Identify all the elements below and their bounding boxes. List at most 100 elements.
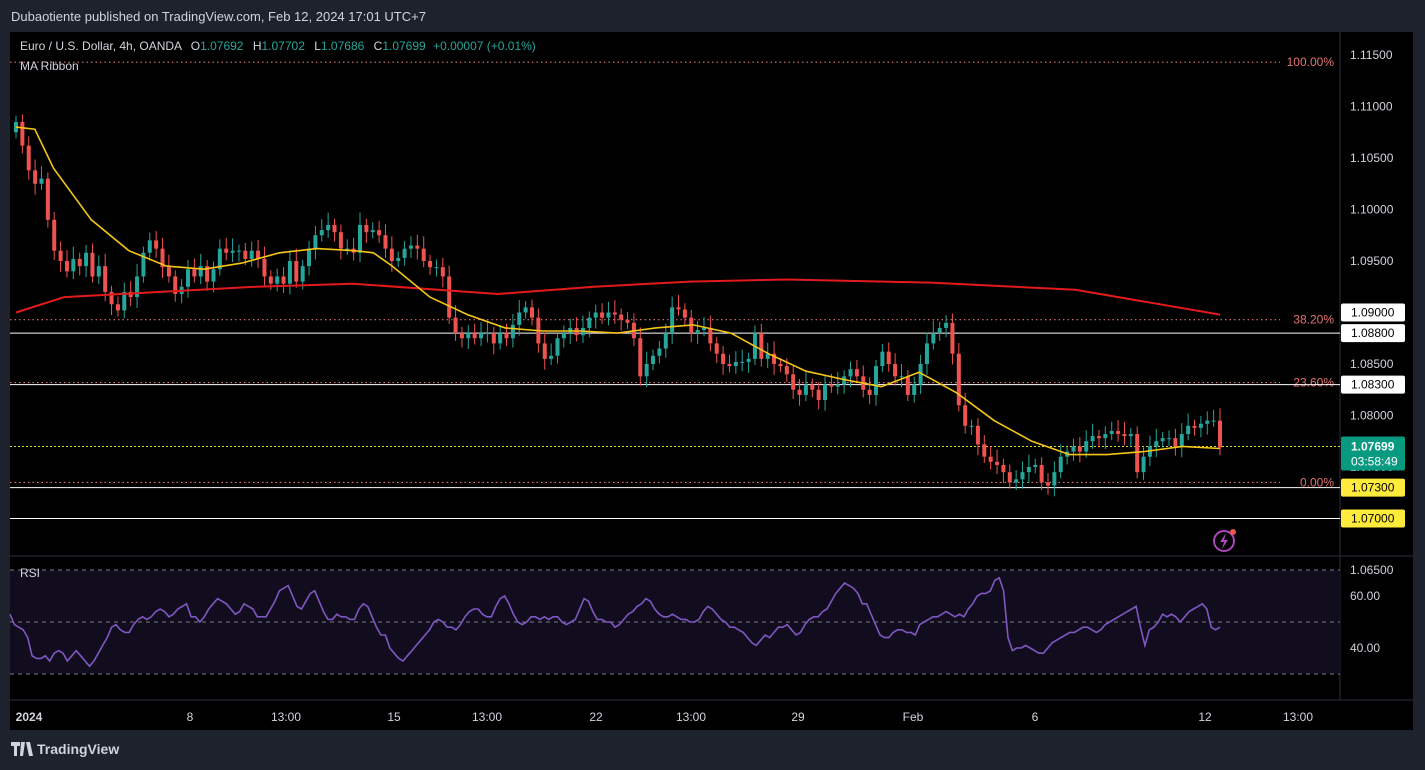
candle-body — [931, 333, 936, 344]
candle-body — [1218, 420, 1222, 448]
candle-body — [778, 364, 783, 367]
candle-body — [995, 461, 1000, 465]
candle-body — [1039, 464, 1044, 483]
indicator-title[interactable]: MA Ribbon — [20, 59, 79, 73]
time-tick-label: 13:00 — [271, 710, 301, 724]
top-bar: Dubaotiente published on TradingView.com… — [0, 0, 1425, 32]
candle-body — [963, 405, 968, 426]
low-label: L — [314, 39, 321, 53]
candle-body — [530, 307, 534, 318]
candle-body — [453, 317, 458, 334]
time-tick-label: 13:00 — [1283, 710, 1313, 724]
brand-label: TradingView — [37, 741, 120, 757]
candle-body — [109, 291, 114, 305]
fib-label: 38.20% — [1293, 313, 1334, 327]
candle-body — [166, 267, 171, 277]
candle-body — [491, 333, 496, 344]
candle-body — [918, 364, 923, 385]
time-tick-label: 22 — [589, 710, 603, 724]
candle-body — [676, 307, 681, 310]
price-tick-label: 1.10500 — [1350, 151, 1394, 165]
candle-body — [262, 258, 267, 277]
candle-body — [307, 248, 312, 267]
white-price-label-bg — [1341, 375, 1405, 394]
candle-body — [721, 353, 726, 364]
candle-body — [45, 178, 50, 220]
candle-body — [377, 230, 382, 236]
candle-body — [842, 376, 847, 385]
candle-body — [96, 266, 101, 277]
time-tick-label: 8 — [187, 710, 194, 724]
symbol-name[interactable]: Euro / U.S. Dollar, 4h, OANDA — [20, 39, 182, 53]
symbol-legend: Euro / U.S. Dollar, 4h, OANDA O1.07692 H… — [20, 39, 536, 53]
current-price-box — [1341, 436, 1405, 471]
candle-body — [211, 269, 216, 282]
candle-body — [26, 145, 31, 171]
candle-body — [1103, 434, 1108, 439]
candle-body — [294, 261, 299, 282]
rsi-tick-label: 60.00 — [1350, 589, 1380, 603]
candle-body — [1141, 456, 1146, 473]
candle-body — [944, 322, 949, 328]
candle-body — [224, 248, 229, 253]
candle-body — [816, 389, 821, 401]
candle-body — [899, 376, 904, 378]
candle-body — [619, 314, 624, 320]
candle-body — [835, 384, 840, 387]
candle-body — [186, 269, 190, 287]
candle-body — [886, 351, 891, 364]
candle-body — [103, 266, 108, 292]
candle-body — [803, 384, 808, 395]
rsi-title[interactable]: RSI — [20, 566, 41, 580]
notification-dot — [1230, 529, 1236, 535]
candle-body — [147, 240, 152, 253]
candle-body — [64, 261, 69, 272]
time-tick-label: 15 — [387, 710, 401, 724]
white-price-label: 1.09000 — [1351, 306, 1395, 320]
candle-body — [402, 248, 407, 258]
candle-body — [383, 235, 388, 249]
candle-body — [1046, 482, 1050, 486]
candle-body — [555, 338, 560, 356]
candle-body — [975, 425, 980, 445]
candle-body — [338, 232, 343, 249]
candle-body — [198, 266, 203, 277]
candle-body — [1033, 464, 1038, 467]
tradingview-brand[interactable]: TradingView — [11, 741, 119, 757]
candle-body — [625, 319, 630, 323]
candle-body — [275, 276, 280, 284]
candle-body — [39, 178, 44, 184]
candle-body — [988, 456, 993, 462]
candle-body — [1116, 430, 1121, 435]
candle-body — [421, 248, 426, 261]
candle-body — [765, 353, 770, 359]
candle-body — [300, 266, 305, 282]
candle-body — [867, 389, 872, 395]
tradingview-logo-icon — [11, 742, 33, 756]
candle-body — [364, 224, 369, 233]
candle-body — [905, 376, 910, 395]
candle-body — [358, 224, 362, 253]
candle-body — [982, 444, 987, 457]
candle-body — [714, 343, 719, 354]
candle-body — [1096, 436, 1101, 439]
fib-label: 0.00% — [1300, 475, 1334, 489]
candle-body — [727, 364, 732, 367]
high-label: H — [252, 39, 262, 53]
candle-body — [682, 309, 687, 318]
candle-body — [326, 224, 331, 231]
candle-body — [784, 366, 789, 375]
candle-body — [772, 353, 777, 364]
candle-body — [791, 374, 796, 390]
candle-body — [243, 250, 248, 259]
candle-body — [1192, 425, 1197, 428]
candle-body — [746, 358, 751, 362]
low-value: 1.07686 — [320, 39, 365, 53]
candle-body — [708, 327, 713, 344]
price-tick-label: 1.08500 — [1350, 357, 1394, 371]
candle-body — [606, 312, 611, 318]
countdown-value: 03:58:49 — [1351, 455, 1398, 469]
candle-body — [498, 333, 503, 344]
candle-body — [84, 252, 89, 267]
